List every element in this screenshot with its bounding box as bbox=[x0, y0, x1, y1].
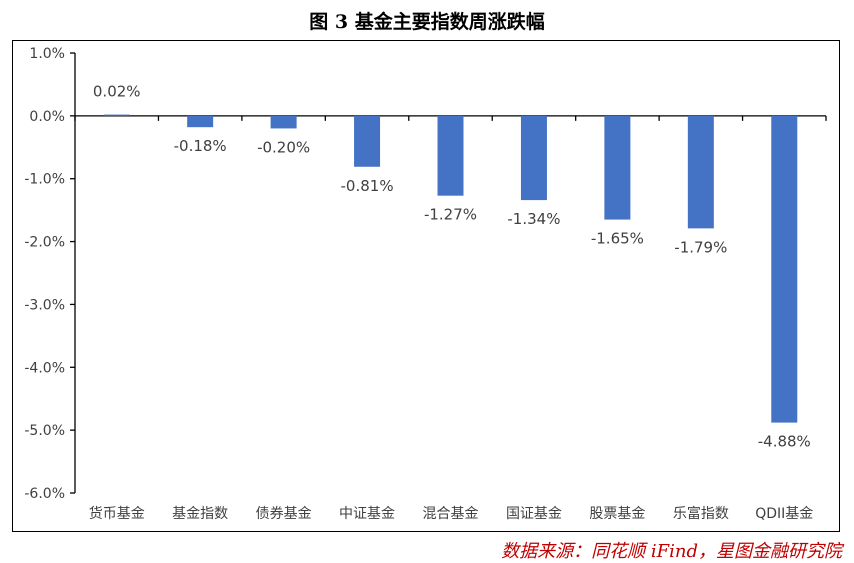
x-tick-label: 国证基金 bbox=[506, 505, 562, 522]
bar bbox=[437, 115, 464, 196]
bar bbox=[270, 115, 297, 129]
x-tick-label: 混合基金 bbox=[423, 505, 479, 522]
y-tick-label: -3.0% bbox=[24, 297, 65, 313]
y-tick-label: -5.0% bbox=[24, 423, 65, 439]
bar bbox=[103, 114, 130, 116]
y-tick-label: -6.0% bbox=[24, 486, 65, 502]
x-tick-label: 股票基金 bbox=[589, 505, 645, 522]
x-tick-label: 乐富指数 bbox=[673, 505, 729, 522]
data-label: -0.81% bbox=[341, 177, 394, 195]
y-tick-label: 0.0% bbox=[29, 109, 65, 125]
x-tick-label: 货币基金 bbox=[89, 505, 145, 522]
data-label: -1.34% bbox=[507, 210, 560, 228]
chart-frame bbox=[12, 40, 840, 532]
chart-title: 图 3 基金主要指数周涨跌幅 bbox=[309, 11, 545, 33]
data-label: -1.79% bbox=[674, 238, 727, 256]
bar bbox=[354, 115, 381, 167]
bar bbox=[771, 115, 798, 423]
data-label: -0.18% bbox=[174, 137, 227, 155]
y-tick-label: -2.0% bbox=[24, 235, 65, 251]
x-tick-label: 债券基金 bbox=[256, 505, 312, 522]
data-label: -0.20% bbox=[257, 138, 310, 156]
bar bbox=[520, 115, 547, 201]
x-tick-label: 中证基金 bbox=[339, 505, 395, 522]
data-label: -4.88% bbox=[758, 433, 811, 451]
x-tick-label: QDII基金 bbox=[755, 505, 813, 522]
data-source-note: 数据来源：同花顺 iFind，星图金融研究院 bbox=[501, 541, 842, 562]
data-label: 0.02% bbox=[93, 83, 141, 101]
data-label: -1.27% bbox=[424, 206, 477, 224]
bar bbox=[187, 115, 214, 128]
y-tick-label: -1.0% bbox=[24, 172, 65, 188]
x-tick-label: 基金指数 bbox=[172, 505, 228, 522]
y-tick-label: -4.0% bbox=[24, 360, 65, 376]
data-label: -1.65% bbox=[591, 230, 644, 248]
bar bbox=[687, 115, 714, 229]
bar bbox=[604, 115, 631, 220]
y-tick-label: 1.0% bbox=[29, 46, 65, 62]
